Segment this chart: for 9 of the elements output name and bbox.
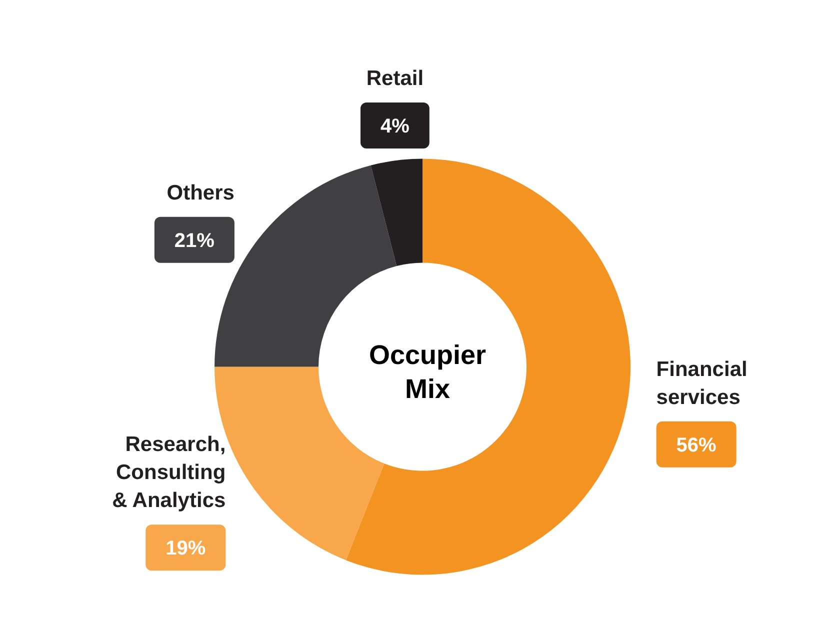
data-label: 4% (380, 116, 410, 138)
slice-label: Research, Consulting & Analytics (112, 433, 226, 512)
text: Occupier Mix (368, 340, 487, 404)
slice-label: Financial services (656, 358, 748, 409)
slice-label: Retail (366, 67, 424, 90)
data-label: 56% (676, 434, 717, 456)
slice-label: Others (166, 181, 234, 204)
data-label: 21% (174, 230, 215, 252)
data-label: 19% (166, 538, 206, 560)
